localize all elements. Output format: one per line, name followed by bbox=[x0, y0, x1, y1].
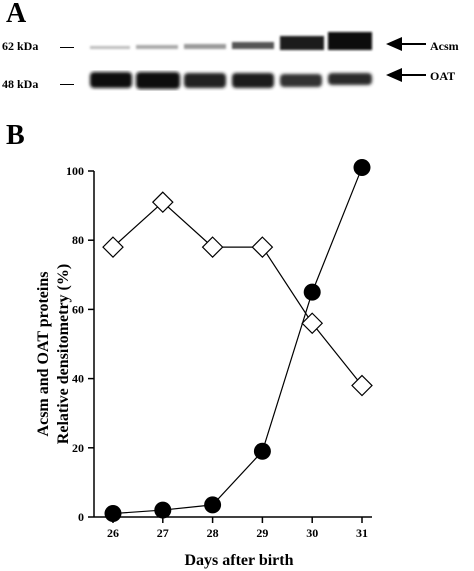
oat-arrow-icon bbox=[386, 68, 426, 82]
series-2-point bbox=[204, 496, 222, 514]
y-tick-label: 60 bbox=[72, 302, 84, 316]
acsm-bands bbox=[90, 32, 372, 50]
acsm-band-lane-3 bbox=[184, 44, 226, 49]
oat-band-lane-3 bbox=[184, 73, 226, 88]
acsm-band-lane-5 bbox=[280, 36, 324, 50]
series-1-point bbox=[351, 374, 373, 397]
oat-band-lane-2 bbox=[136, 72, 180, 89]
acsm-band-lane-6 bbox=[328, 32, 372, 50]
acsm-band-lane-1 bbox=[90, 46, 130, 49]
chart-series-lines bbox=[112, 167, 363, 515]
series-1-point bbox=[301, 312, 324, 335]
x-tick-label: 30 bbox=[306, 526, 318, 540]
oat-band-lane-5 bbox=[280, 74, 322, 87]
x-tick-label: 26 bbox=[107, 526, 119, 540]
y-tick-label: 100 bbox=[66, 164, 84, 178]
western-blot-image bbox=[86, 22, 376, 102]
x-tick-label: 31 bbox=[356, 526, 368, 540]
oat-band-lane-1 bbox=[90, 72, 132, 88]
panel-b-label: B bbox=[6, 120, 25, 151]
x-tick-label: 27 bbox=[157, 526, 169, 540]
band-label-oat: OAT bbox=[430, 69, 456, 83]
series-2-line bbox=[112, 167, 363, 515]
marker-62kda-dash bbox=[60, 47, 74, 48]
chart-axes bbox=[93, 171, 372, 518]
x-tick-label: 28 bbox=[207, 526, 219, 540]
y-tick-label: 20 bbox=[72, 441, 84, 455]
acsm-band-lane-2 bbox=[136, 45, 178, 49]
x-tick-label: 29 bbox=[256, 526, 268, 540]
acsm-arrow-icon bbox=[386, 37, 426, 51]
series-1-line bbox=[112, 201, 363, 386]
series-2-point bbox=[353, 159, 371, 177]
series-2-point bbox=[253, 442, 271, 460]
series-2-point bbox=[104, 505, 122, 523]
band-label-acsm: Acsm bbox=[430, 39, 459, 53]
series-2-point bbox=[154, 501, 172, 519]
series-2-point bbox=[303, 283, 321, 301]
y-tick-label: 0 bbox=[78, 510, 84, 524]
chart-points bbox=[102, 159, 373, 523]
y-axis-title-line-1: Acsm and OAT proteins bbox=[35, 272, 52, 437]
densitometry-chart: 0 20 40 60 80 100 26 27 28 29 30 31 Days after birt… bbox=[35, 159, 373, 569]
y-tick-label: 40 bbox=[72, 372, 84, 386]
y-axis-title-line-2: Relative densitometry (%) bbox=[55, 264, 72, 444]
y-tick-label: 80 bbox=[72, 233, 84, 247]
oat-band-lane-6 bbox=[328, 73, 372, 85]
x-axis-title: Days after birth bbox=[184, 552, 293, 569]
panel-a-label: A bbox=[6, 0, 27, 29]
series-1-point bbox=[251, 236, 274, 258]
marker-48kda: 48 kDa bbox=[2, 77, 39, 91]
series-1-point bbox=[151, 191, 174, 213]
marker-62kda: 62 kDa bbox=[2, 39, 39, 53]
series-1-point bbox=[102, 236, 124, 258]
series-1-point bbox=[201, 236, 224, 258]
marker-48kda-dash bbox=[60, 84, 74, 85]
acsm-band-lane-4 bbox=[232, 42, 274, 49]
chart-ticks: 0 20 40 60 80 100 26 27 28 29 30 31 bbox=[66, 164, 368, 540]
oat-band-lane-4 bbox=[232, 73, 274, 88]
oat-bands bbox=[90, 72, 372, 89]
